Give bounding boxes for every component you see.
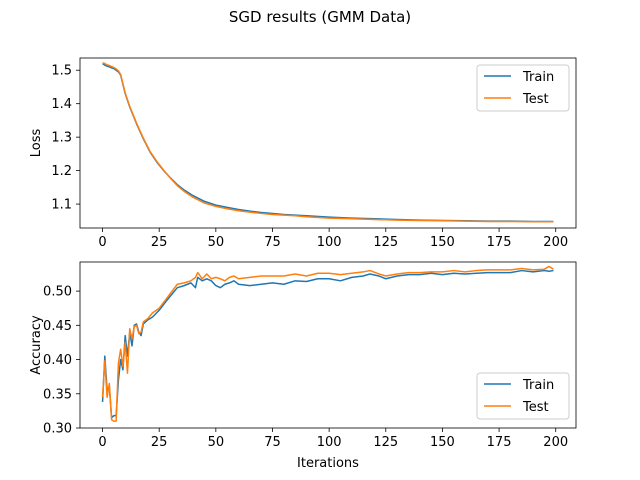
loss-xtick-label: 125	[373, 235, 398, 250]
accuracy-ytick-label: 0.30	[43, 422, 72, 437]
accuracy-xtick-label: 200	[543, 435, 568, 450]
loss-ytick-label: 1.1	[51, 198, 72, 213]
accuracy-legend-label-train: Train	[522, 378, 554, 393]
loss-xtick-label: 25	[151, 235, 168, 250]
accuracy-xtick-label: 125	[373, 435, 398, 450]
loss-xtick-label: 100	[317, 235, 342, 250]
loss-ylabel: Loss	[29, 129, 44, 158]
loss-legend-label-test: Test	[522, 92, 549, 107]
loss-xtick-label: 175	[487, 235, 512, 250]
accuracy-ylabel: Accuracy	[29, 315, 44, 375]
loss-ytick-label: 1.3	[51, 131, 72, 146]
loss-ytick-label: 1.5	[51, 64, 72, 79]
accuracy-xlabel: Iterations	[297, 456, 359, 471]
accuracy-xtick-label: 175	[487, 435, 512, 450]
accuracy-xtick-label: 0	[98, 435, 106, 450]
accuracy-legend: Train Test	[476, 372, 570, 420]
figure-title: SGD results (GMM Data)	[229, 8, 411, 26]
accuracy-xtick-label: 25	[151, 435, 168, 450]
loss-ytick-label: 1.4	[51, 97, 72, 112]
loss-legend-label-train: Train	[522, 70, 554, 85]
loss-series-test-line	[102, 62, 554, 223]
accuracy-ytick-label: 0.35	[43, 387, 72, 402]
loss-legend: Train Test	[476, 64, 570, 112]
loss-xtick-label: 0	[98, 235, 106, 250]
accuracy-ytick-label: 0.45	[43, 319, 72, 334]
loss-axes-frame	[79, 57, 577, 229]
accuracy-xtick-label: 50	[208, 435, 225, 450]
accuracy-plot: 0 25 50 75 100 125 150 175 200 0.30 0.35 0.40 0.45 0.…	[29, 261, 577, 471]
accuracy-series-test-line	[101, 265, 554, 422]
accuracy-axes-frame	[79, 261, 577, 429]
accuracy-xtick-label: 150	[430, 435, 455, 450]
loss-xtick-label: 200	[543, 235, 568, 250]
loss-xtick-label: 150	[430, 235, 455, 250]
accuracy-ytick-label: 0.40	[43, 353, 72, 368]
accuracy-xtick-label: 75	[264, 435, 281, 450]
accuracy-legend-label-test: Test	[522, 400, 549, 415]
loss-plot: 0 25 50 75 100 125 150 175 200 1.1 1.2 1.3 1.4 1.5 Los…	[29, 57, 577, 250]
accuracy-xtick-label: 100	[317, 435, 342, 450]
loss-xtick-label: 75	[264, 235, 281, 250]
loss-xtick-label: 50	[208, 235, 225, 250]
accuracy-ytick-label: 0.50	[43, 285, 72, 300]
loss-ytick-label: 1.2	[51, 164, 72, 179]
